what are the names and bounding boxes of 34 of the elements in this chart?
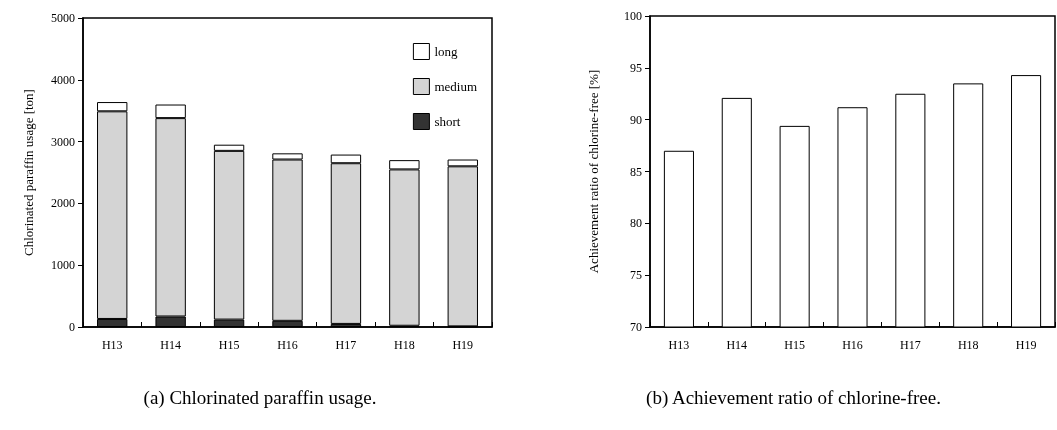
x-tick-label: H13 <box>668 338 690 352</box>
text: (b) Achievement ratio of chlorine-free. <box>646 387 941 409</box>
x-tick-label: H14 <box>726 338 748 352</box>
legend-label: short <box>434 114 461 129</box>
y-tick-label: 1000 <box>51 258 75 273</box>
y-tick-label: 80 <box>630 216 642 231</box>
y-tick-label: 95 <box>630 60 642 75</box>
x-tick-label: H17 <box>900 338 921 352</box>
y-tick-label: 70 <box>630 320 642 334</box>
y-tick-label: 2000 <box>51 196 75 211</box>
x-tick-label: H15 <box>218 338 240 352</box>
y-tick-label: 85 <box>630 164 642 179</box>
x-tick-label: H15 <box>784 338 805 352</box>
x-tick-label: H17 <box>335 338 357 352</box>
x-tick-label: H19 <box>1015 338 1037 352</box>
x-tick-label: H13 <box>101 338 123 352</box>
text: (a) Chlorinated paraffin usage. <box>143 387 377 409</box>
y-tick-label: 3000 <box>51 134 75 149</box>
x-tick-label: H16 <box>842 338 863 352</box>
legend-label: medium <box>434 79 477 94</box>
y-tick-label: 4000 <box>51 72 75 87</box>
y-tick-label: 0 <box>69 320 75 334</box>
y-axis-title: Achievement ratio of chlorine-free [%] <box>586 69 601 274</box>
legend-label: long <box>434 44 459 59</box>
y-tick-label: 90 <box>630 112 642 127</box>
y-tick-label: 5000 <box>51 11 75 25</box>
x-tick-label: H14 <box>160 338 181 352</box>
y-axis-title: Chlorinated paraffin usage [ton] <box>21 89 36 256</box>
x-tick-label: H18 <box>394 338 415 352</box>
x-tick-label: H19 <box>452 338 474 352</box>
x-tick-label: H16 <box>277 338 298 352</box>
y-tick-label: 75 <box>630 268 642 283</box>
y-tick-label: 100 <box>624 9 642 23</box>
x-tick-label: H18 <box>957 338 979 352</box>
